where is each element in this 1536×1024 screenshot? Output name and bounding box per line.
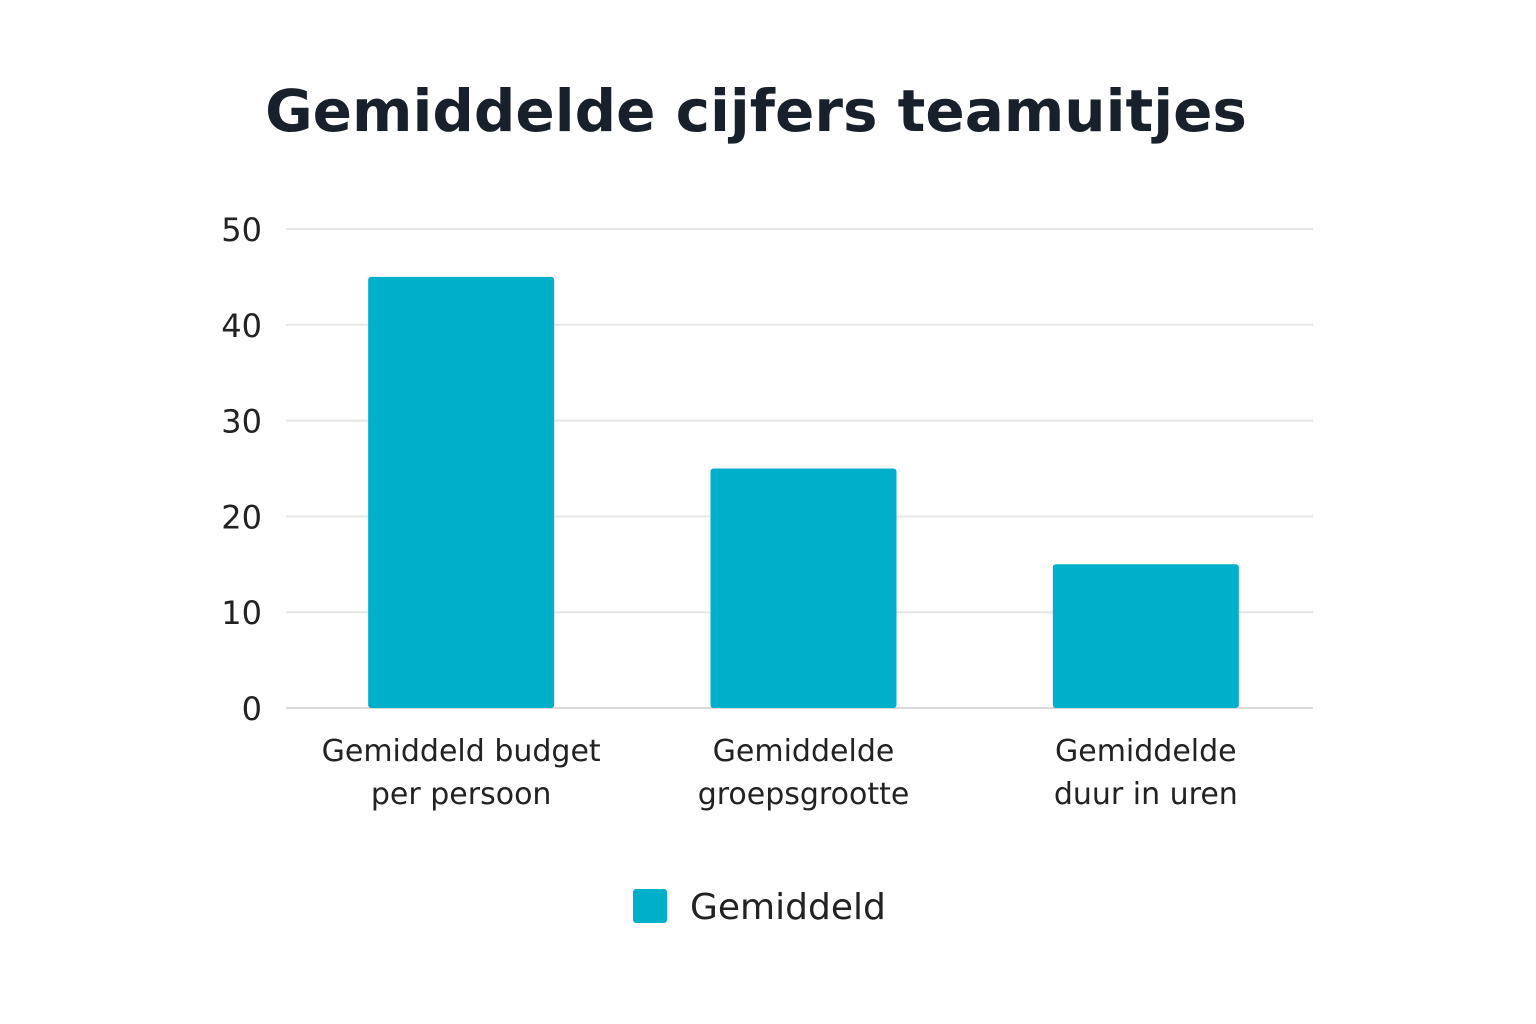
bar-1 (368, 276, 555, 708)
legend: Gemiddeld (633, 887, 886, 928)
y-tick-label: 20 (221, 498, 262, 536)
y-tick-label: 0 (242, 690, 262, 728)
x-axis-labels: Gemiddeld budget per persoon Gemiddelde gro… (322, 734, 1238, 812)
y-tick-label: 50 (221, 211, 262, 249)
legend-label: Gemiddeld (690, 887, 886, 928)
legend-swatch (633, 889, 667, 923)
x-category-label: groepsgrootte (698, 777, 910, 812)
y-tick-label: 40 (221, 307, 262, 345)
y-tick-label: 10 (221, 594, 262, 632)
y-axis-ticks: 0 10 20 30 40 50 (221, 211, 262, 728)
x-category-label: Gemiddeld budget (322, 734, 601, 769)
bar-3 (1052, 564, 1239, 708)
bar-2 (710, 468, 897, 708)
y-tick-label: 30 (221, 403, 262, 441)
x-category-label: duur in uren (1054, 777, 1238, 812)
chart-title: Gemiddelde cijfers teamuitjes (265, 77, 1247, 145)
x-category-label: per persoon (371, 777, 552, 812)
x-category-label: Gemiddelde (1055, 734, 1237, 769)
x-category-label: Gemiddelde (713, 734, 895, 769)
bars (368, 276, 1239, 708)
